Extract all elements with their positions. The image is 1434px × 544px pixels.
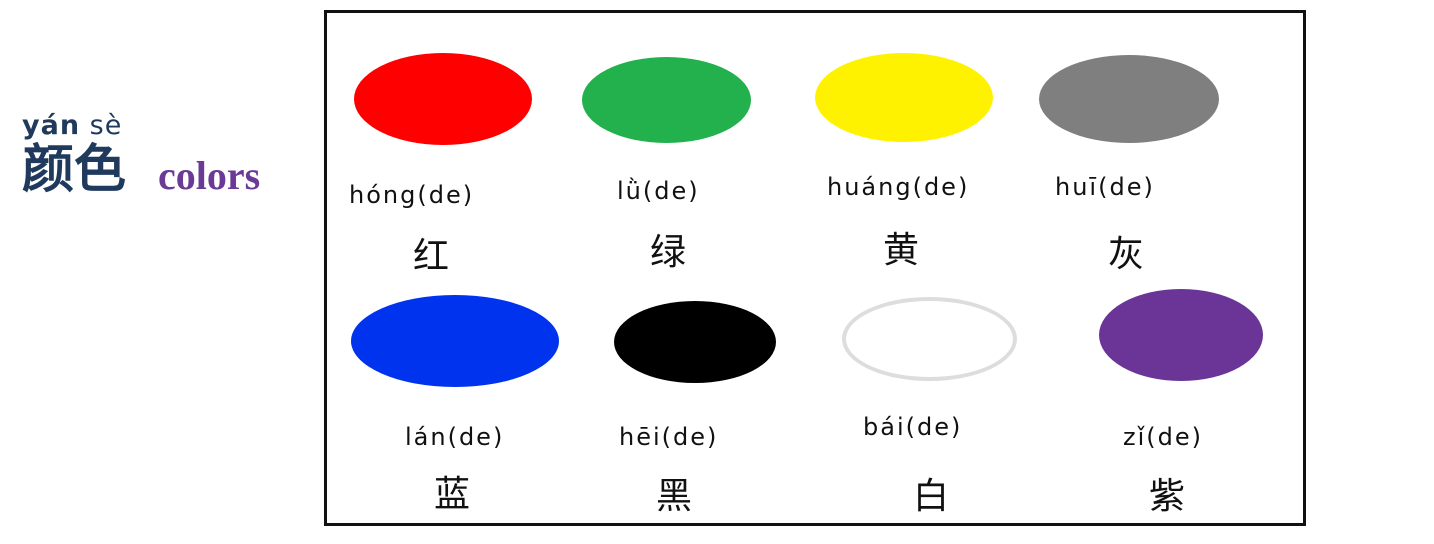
title-hanzi: 颜色 bbox=[22, 140, 127, 200]
title-pinyin-syllable-2: sè bbox=[89, 110, 123, 141]
pinyin-black: hēi(de) bbox=[619, 423, 719, 451]
hanzi-blue: 蓝 bbox=[434, 474, 471, 515]
pinyin-purple: zǐ(de) bbox=[1123, 423, 1203, 451]
pinyin-gray: huī(de) bbox=[1055, 173, 1155, 201]
hanzi-red: 红 bbox=[413, 236, 450, 277]
hanzi-yellow: 黄 bbox=[883, 230, 920, 271]
title-english: colors bbox=[158, 153, 261, 198]
hanzi-white: 白 bbox=[913, 476, 950, 517]
swatch-blue bbox=[351, 295, 559, 387]
hanzi-purple: 紫 bbox=[1149, 476, 1186, 517]
hanzi-gray: 灰 bbox=[1108, 234, 1145, 275]
pinyin-green: lǜ(de) bbox=[617, 177, 700, 205]
title-block: yán sè 颜色 colors bbox=[22, 110, 312, 210]
pinyin-red: hóng(de) bbox=[349, 181, 475, 209]
swatch-yellow bbox=[815, 53, 993, 142]
color-board: hóng(de) 红 lǜ(de) 绿 huáng(de) 黄 huī(de) … bbox=[324, 10, 1306, 526]
pinyin-yellow: huáng(de) bbox=[827, 173, 970, 201]
hanzi-black: 黑 bbox=[656, 476, 693, 517]
swatch-gray bbox=[1039, 55, 1219, 143]
swatch-black bbox=[614, 301, 776, 383]
swatch-red bbox=[354, 53, 532, 145]
swatch-white bbox=[842, 297, 1017, 381]
title-pinyin: yán sè bbox=[22, 110, 122, 141]
hanzi-green: 绿 bbox=[650, 232, 687, 273]
title-pinyin-syllable-1: yán bbox=[22, 110, 81, 141]
pinyin-white: bái(de) bbox=[863, 413, 963, 441]
swatch-purple bbox=[1099, 289, 1263, 381]
swatch-green bbox=[582, 57, 751, 143]
pinyin-blue: lán(de) bbox=[405, 423, 505, 451]
